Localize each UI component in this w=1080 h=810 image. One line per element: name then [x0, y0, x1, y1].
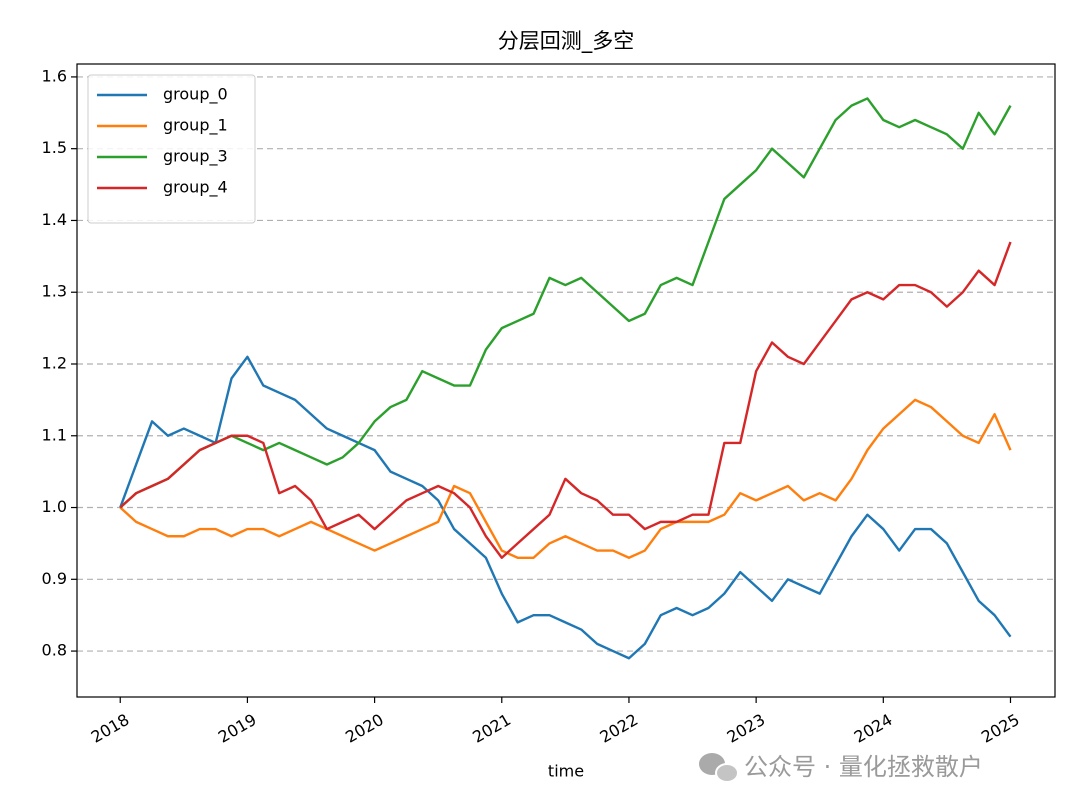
- x-axis-label: time: [548, 762, 584, 781]
- y-tick-label: 1.3: [42, 282, 67, 301]
- series-line: [119, 398, 1012, 559]
- y-tick-label: 1.5: [42, 138, 67, 157]
- series-line: [119, 97, 1012, 509]
- legend: group_0 group_1 group_3 group_4: [87, 74, 256, 224]
- y-tick-label: 0.8: [42, 641, 67, 660]
- plot-frame: [76, 63, 1056, 698]
- y-tick-label: 1.0: [42, 497, 67, 516]
- y-tick-label: 1.6: [42, 66, 67, 85]
- legend-box: [87, 74, 256, 224]
- y-tick-label: 1.1: [42, 425, 67, 444]
- watermark-icon: [699, 753, 739, 783]
- y-tick-label: 1.4: [42, 210, 67, 229]
- legend-label: group_1: [163, 116, 228, 136]
- series-line: [119, 355, 1012, 660]
- y-tick-label: 1.2: [42, 353, 67, 372]
- legend-label: group_3: [163, 147, 228, 167]
- watermark: 公众号 · 量化拯救散户: [744, 753, 983, 781]
- series-line: [119, 241, 1012, 559]
- chart-title: 分层回测_多空: [498, 29, 635, 54]
- y-tick-label: 0.9: [42, 569, 67, 588]
- legend-label: group_0: [163, 85, 228, 105]
- legend-label: group_4: [163, 178, 228, 198]
